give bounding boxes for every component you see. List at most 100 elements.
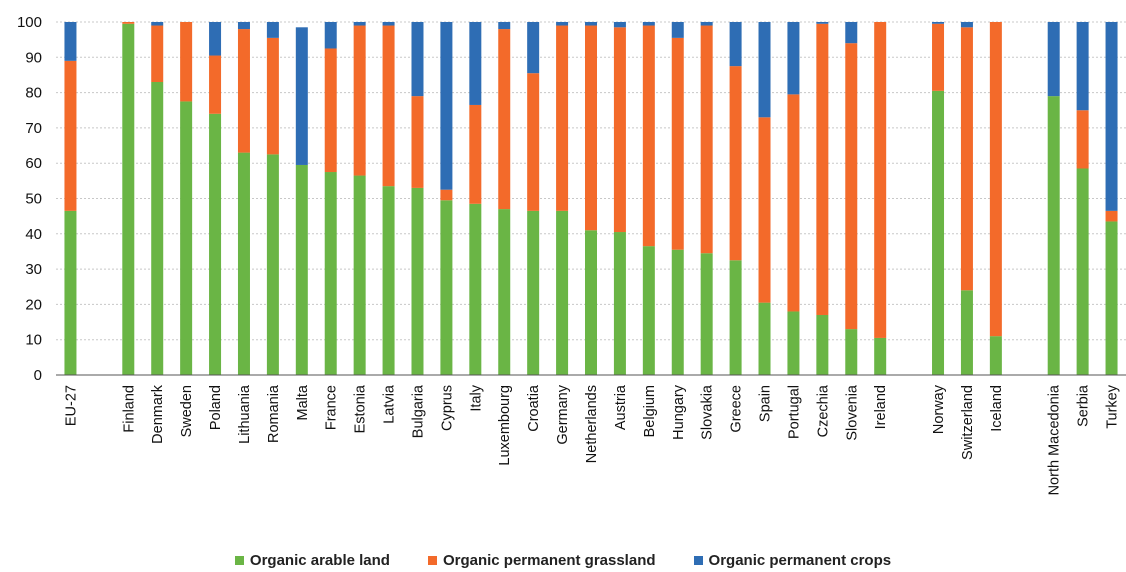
y-tick-label: 30 <box>25 261 42 278</box>
y-tick-label: 10 <box>25 332 42 349</box>
y-tick-label: 40 <box>25 226 42 243</box>
bar-segment <box>353 25 366 176</box>
bar-segment <box>498 209 511 375</box>
y-tick-label: 50 <box>25 191 42 208</box>
bar-segment <box>585 22 597 26</box>
bar-segment <box>960 290 973 375</box>
bar-segment <box>266 22 279 38</box>
legend-swatch-grassland <box>427 555 437 565</box>
legend-item-arable: Organic arable land <box>234 551 390 569</box>
x-tick-label: Slovakia <box>700 384 716 440</box>
x-tick-label: EU-27 <box>63 385 79 426</box>
bar-segment <box>266 154 279 375</box>
x-tick-label: Norway <box>931 384 947 434</box>
x-tick-label: Spain <box>758 385 774 422</box>
y-tick-label: 100 <box>17 14 42 31</box>
x-tick-label: Iceland <box>989 385 1005 432</box>
bar-segment <box>613 232 626 375</box>
bar-segment <box>1105 221 1118 375</box>
bar-segment <box>932 22 945 24</box>
bar-segment <box>295 164 308 375</box>
bar-segment <box>209 113 222 375</box>
bar-segment <box>874 337 887 375</box>
bar-segment <box>440 200 453 375</box>
bar-segment <box>151 82 164 375</box>
bar-segment <box>816 22 829 24</box>
bar-segment <box>816 314 829 375</box>
bar-segment <box>498 22 511 30</box>
bar-segment <box>642 25 655 247</box>
bar-segment <box>989 22 1002 337</box>
bar-segment <box>527 210 540 375</box>
x-tick-label: Poland <box>208 385 224 430</box>
bar-segment <box>151 22 164 26</box>
bar-segment <box>527 22 540 74</box>
legend-label-crops: Organic permanent crops <box>708 551 892 569</box>
x-tick-label: Italy <box>468 384 484 411</box>
y-tick-label: 0 <box>34 367 42 384</box>
x-tick-label: Belgium <box>642 385 658 437</box>
x-tick-label: Romania <box>266 384 282 443</box>
bar-segment <box>237 22 250 30</box>
x-tick-label: Germany <box>555 384 571 444</box>
bar-segment <box>209 22 222 56</box>
bar-segment <box>411 22 424 97</box>
bar-segment <box>353 175 366 375</box>
bar-segment <box>266 37 279 155</box>
bar-segment <box>527 73 540 211</box>
bar-segment <box>816 23 829 315</box>
x-tick-label: Croatia <box>526 384 542 432</box>
bar-segment <box>382 22 395 26</box>
x-tick-label: Sweden <box>179 385 195 437</box>
bar-segment <box>64 60 77 211</box>
bar-segment <box>1047 22 1060 97</box>
stacked-bar-chart: 0 10 20 30 40 50 60 70 80 90 100 EU-27 Finland Denma… <box>17 14 1126 495</box>
bar-segment <box>411 96 424 188</box>
legend-item-grassland: Organic permanent grassland <box>427 551 656 569</box>
x-tick-label: Estonia <box>353 384 369 433</box>
x-tick-label: Finland <box>121 385 137 433</box>
y-axis-ticks: 0 10 20 30 40 50 60 70 80 90 100 <box>17 14 42 384</box>
bar-segment <box>180 101 193 376</box>
bar-segment <box>1076 110 1089 169</box>
bar-segment <box>382 186 395 375</box>
legend-label-arable: Organic arable land <box>249 551 390 569</box>
bar-segment <box>960 27 973 291</box>
x-tick-label: Luxembourg <box>497 385 513 466</box>
legend-swatch-crops <box>693 555 703 565</box>
x-tick-label: Czechia <box>815 384 831 437</box>
bar-segment <box>700 25 713 254</box>
bar-segment <box>845 43 858 330</box>
bar-segment <box>469 22 482 105</box>
bar-segment <box>556 210 569 375</box>
bar-segment <box>353 22 366 26</box>
x-tick-label: Austria <box>613 384 629 430</box>
legend-label-grassland: Organic permanent grassland <box>442 551 656 569</box>
x-tick-label: Portugal <box>786 385 802 439</box>
bar-segment <box>64 22 77 61</box>
x-tick-label: Bulgaria <box>410 384 426 438</box>
bar-segment <box>585 230 597 375</box>
bar-segment <box>729 22 742 67</box>
x-tick-label: Turkey <box>1105 384 1121 429</box>
bar-segment <box>556 25 569 211</box>
x-axis-ticks: EU-27 Finland Denmark Sweden Poland Lithuania… <box>63 384 1120 495</box>
bar-segment <box>642 22 655 26</box>
x-tick-label: Malta <box>295 384 311 420</box>
x-tick-label: Switzerland <box>960 385 976 460</box>
bar-segment <box>180 22 193 102</box>
bar-segment <box>700 22 713 26</box>
y-tick-label: 60 <box>25 155 42 172</box>
bar-segment <box>295 27 308 165</box>
x-tick-label: Serbia <box>1076 384 1092 427</box>
bar-segment <box>237 29 250 153</box>
bar-segment <box>787 22 800 95</box>
bar-segment <box>729 66 742 261</box>
bar-segment <box>932 23 945 91</box>
bar-segment <box>498 29 511 210</box>
legend: Organic arable land Organic permanent gr… <box>0 548 1126 572</box>
bar-segment <box>642 246 655 375</box>
bar-segment <box>874 22 887 338</box>
y-tick-label: 20 <box>25 296 42 313</box>
bar-segment <box>613 27 626 233</box>
